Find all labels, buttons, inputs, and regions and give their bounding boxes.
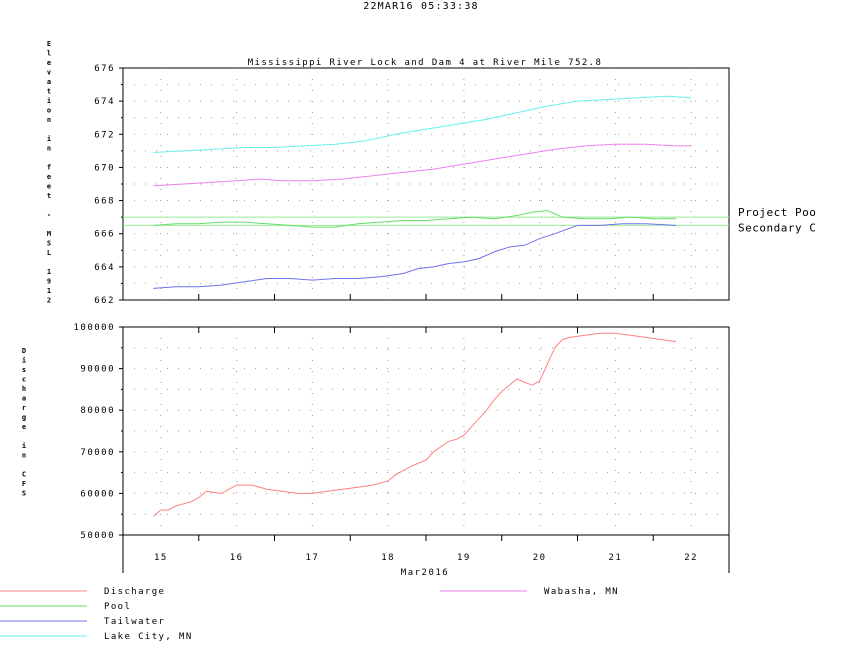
date-x-tick-label: 16	[230, 553, 244, 563]
discharge-y-axis: 50000 60000 70000 80000 90000 100000	[73, 323, 123, 541]
date-x-axis: 15 16 17 18 19 20 21 22	[122, 294, 730, 573]
legend: Discharge Pool Tailwater Lake City, MN Wabas…	[0, 587, 619, 642]
discharge-y-tick-label: 80000	[80, 406, 115, 416]
elevation-plot-frame	[122, 67, 730, 301]
date-x-tick-label: 20	[533, 553, 547, 563]
discharge-y-tick-label: 50000	[80, 531, 115, 541]
elevation-y-tick-label: 676	[94, 64, 115, 74]
date-x-tick-label: 17	[305, 553, 319, 563]
pool-series-line	[153, 209, 676, 228]
elevation-y-axis: 662 664 666 668 670 672 674 676	[94, 64, 123, 306]
discharge-chart: 50000 60000 70000 80000 90000 100000 15 16 17 18…	[22, 294, 730, 578]
wabasha-mn-series-line	[153, 143, 692, 187]
secondary-control-label: Secondary C	[738, 221, 816, 234]
legend-label-wabasha-mn: Wabasha, MN	[544, 587, 619, 597]
discharge-series-line	[152, 332, 677, 517]
discharge-series	[152, 332, 677, 517]
elevation-y-tick-label: 674	[94, 97, 115, 107]
project-pool-label: Project Poo	[738, 206, 816, 219]
elevation-y-tick-label: 664	[94, 263, 115, 273]
discharge-grid	[123, 327, 729, 535]
lake-city-mn-series-line	[153, 95, 692, 153]
date-x-tick-label: 19	[457, 553, 471, 563]
date-x-tick-label: 21	[608, 553, 622, 563]
discharge-y-tick-label: 100000	[73, 323, 115, 333]
chart-title: Mississippi River Lock and Dam 4 at Rive…	[248, 58, 603, 68]
legend-label-discharge: Discharge	[104, 587, 165, 597]
elevation-y-tick-label: 666	[94, 230, 115, 240]
date-x-tick-label: 22	[684, 553, 698, 563]
date-x-tick-label: 15	[154, 553, 168, 563]
elevation-y-tick-label: 668	[94, 197, 115, 207]
elevation-grid	[123, 68, 729, 300]
tailwater-series-line	[153, 223, 677, 289]
discharge-plot-frame	[122, 326, 730, 536]
date-x-tick-label: 18	[381, 553, 395, 563]
elevation-y-tick-label: 670	[94, 163, 115, 173]
discharge-y-tick-label: 70000	[80, 448, 115, 458]
x-axis-label: Mar2016	[401, 568, 449, 578]
legend-label-lake-city-mn: Lake City, MN	[104, 632, 193, 642]
discharge-y-tick-label: 60000	[80, 489, 115, 499]
legend-label-tailwater: Tailwater	[104, 617, 165, 627]
elevation-y-tick-label: 662	[94, 296, 115, 306]
elevation-y-tick-label: 672	[94, 130, 115, 140]
elevation-chart: 662 664 666 668 670 672 674 676 Mississippi Riv…	[47, 40, 816, 306]
discharge-y-tick-label: 90000	[80, 365, 115, 375]
legend-label-pool: Pool	[104, 602, 131, 612]
timestamp: 22MAR16 05:33:38	[363, 1, 479, 12]
elevation-series	[153, 95, 692, 289]
